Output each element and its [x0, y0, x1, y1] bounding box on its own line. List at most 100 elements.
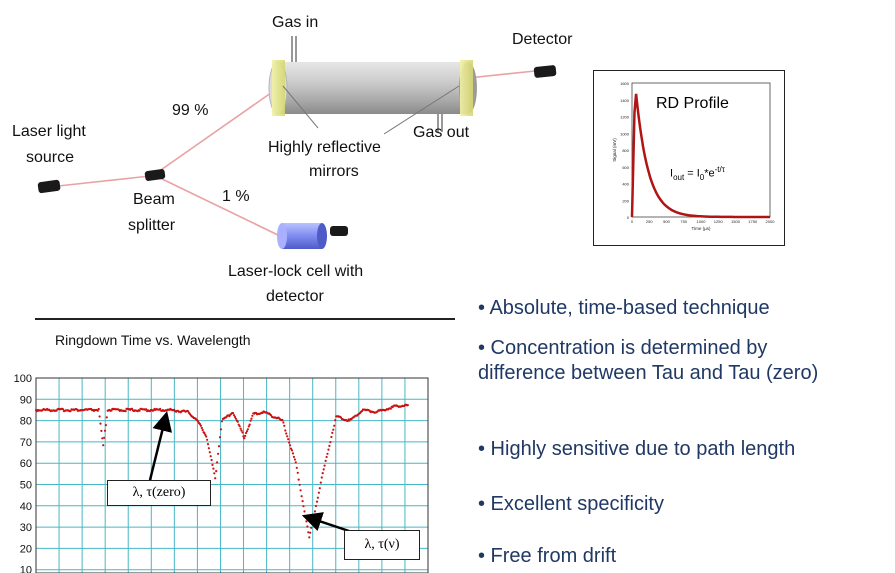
trace-point [311, 522, 314, 526]
trace-point [97, 407, 100, 411]
trace-point [246, 428, 249, 431]
trace-point [131, 407, 134, 410]
trace-point [100, 429, 103, 432]
trace-point [301, 500, 304, 503]
bullet-text: • Concentration is determined by [478, 337, 768, 359]
bullet-text: • Absolute, time-based technique [478, 297, 770, 319]
trace-point [204, 433, 207, 436]
callout-tau-nu: λ, τ(ν) [344, 530, 420, 560]
trace-point [244, 434, 247, 437]
trace-point [213, 472, 216, 475]
rd-x-tick: 1250 [714, 219, 724, 224]
rd-x-tick: 2000 [766, 219, 776, 224]
rd-x-tick: 1000 [697, 219, 707, 224]
label-gas-out: Gas out [413, 124, 470, 141]
trace-point [217, 445, 221, 448]
y-tick-label: 70 [20, 437, 32, 449]
trace-point [241, 431, 244, 434]
trace-point [313, 514, 316, 517]
trace-point [315, 500, 319, 503]
trace-point [211, 463, 214, 466]
rd-x-axis-label: Time (µs) [692, 226, 711, 231]
label-laser-source-line1: Laser light [12, 123, 86, 140]
trace-point [242, 435, 245, 438]
trace-point [285, 432, 288, 435]
trace-point [313, 510, 317, 513]
trace-point [333, 424, 336, 427]
trace-point [99, 422, 102, 425]
rd-y-tick: 0 [627, 215, 630, 220]
trace-point [232, 412, 235, 415]
trace-point [290, 449, 294, 452]
trace-point [187, 410, 190, 413]
trace-point [206, 438, 209, 441]
trace-point [198, 423, 202, 426]
label-1-percent: 1 % [222, 188, 250, 205]
trace-point [103, 429, 107, 432]
callout-tau-zero: λ, τ(zero) [107, 480, 211, 506]
trace-point [207, 447, 210, 450]
trace-point [217, 452, 220, 455]
trace-point [239, 427, 242, 430]
y-tick-label: 50 [20, 480, 32, 492]
beam-to-detector [467, 70, 536, 79]
trace-point [316, 496, 319, 499]
trace-point [245, 431, 248, 435]
trace-point [325, 455, 328, 459]
trace-point [236, 420, 239, 423]
trace-point [322, 468, 325, 471]
section-divider [35, 318, 455, 320]
trace-point [328, 444, 331, 447]
trace-point [289, 447, 293, 450]
y-tick-label: 60 [20, 458, 32, 470]
trace-point [303, 510, 306, 513]
label-beam-splitter-line2: splitter [128, 217, 176, 234]
trace-point [215, 470, 218, 473]
trace-point [98, 415, 101, 418]
trace-point [331, 431, 334, 434]
trace-point [214, 477, 217, 480]
trace-point [334, 419, 337, 422]
rd-y-tick: 600 [622, 165, 629, 170]
trace-point [243, 437, 246, 440]
y-tick-label: 100 [14, 373, 32, 385]
trace-point [304, 515, 307, 518]
rd-x-tick: 1750 [748, 219, 758, 224]
trace-point [199, 424, 202, 427]
bullet-text: • Excellent specificity [478, 493, 664, 515]
trace-point [317, 491, 320, 494]
trace-point [296, 471, 299, 474]
trace-point [292, 455, 295, 458]
rd-x-tick: 500 [663, 219, 670, 224]
rd-profile-title: RD Profile [656, 95, 729, 112]
bullet-item: • Highly sensitive due to path length [478, 437, 895, 462]
rd-y-tick: 1400 [620, 98, 630, 103]
trace-point [245, 430, 249, 433]
trace-point [159, 407, 162, 410]
optical-diagram [37, 36, 557, 249]
trace-point [300, 495, 303, 498]
trace-point [289, 444, 292, 447]
trace-point [284, 429, 287, 432]
label-lock-cell-line2: detector [266, 288, 324, 305]
trace-point [306, 525, 309, 528]
plot-frame [35, 377, 429, 573]
trace-point [307, 531, 310, 534]
rd-y-tick: 400 [622, 182, 629, 187]
trace-point [314, 504, 318, 508]
trace-point [209, 455, 212, 458]
trace-point [104, 424, 107, 427]
trace-point [145, 408, 148, 411]
trace-point [329, 441, 332, 444]
trace-point [212, 467, 215, 470]
trace-point [249, 419, 252, 422]
trace-point [208, 451, 211, 454]
trace-point [96, 409, 99, 412]
trace-point [330, 435, 333, 439]
rd-y-tick: 200 [622, 198, 629, 203]
bullet-list: • Absolute, time-based technique • Concen… [478, 296, 895, 569]
rd-x-tick: 0 [631, 219, 634, 224]
trace-point [281, 418, 284, 422]
bullet-item: • Absolute, time-based technique [478, 296, 895, 321]
rd-profile-panel: RD Profile Iout = I0*e-t/τ 1600 1400 1200 1… [593, 70, 785, 246]
